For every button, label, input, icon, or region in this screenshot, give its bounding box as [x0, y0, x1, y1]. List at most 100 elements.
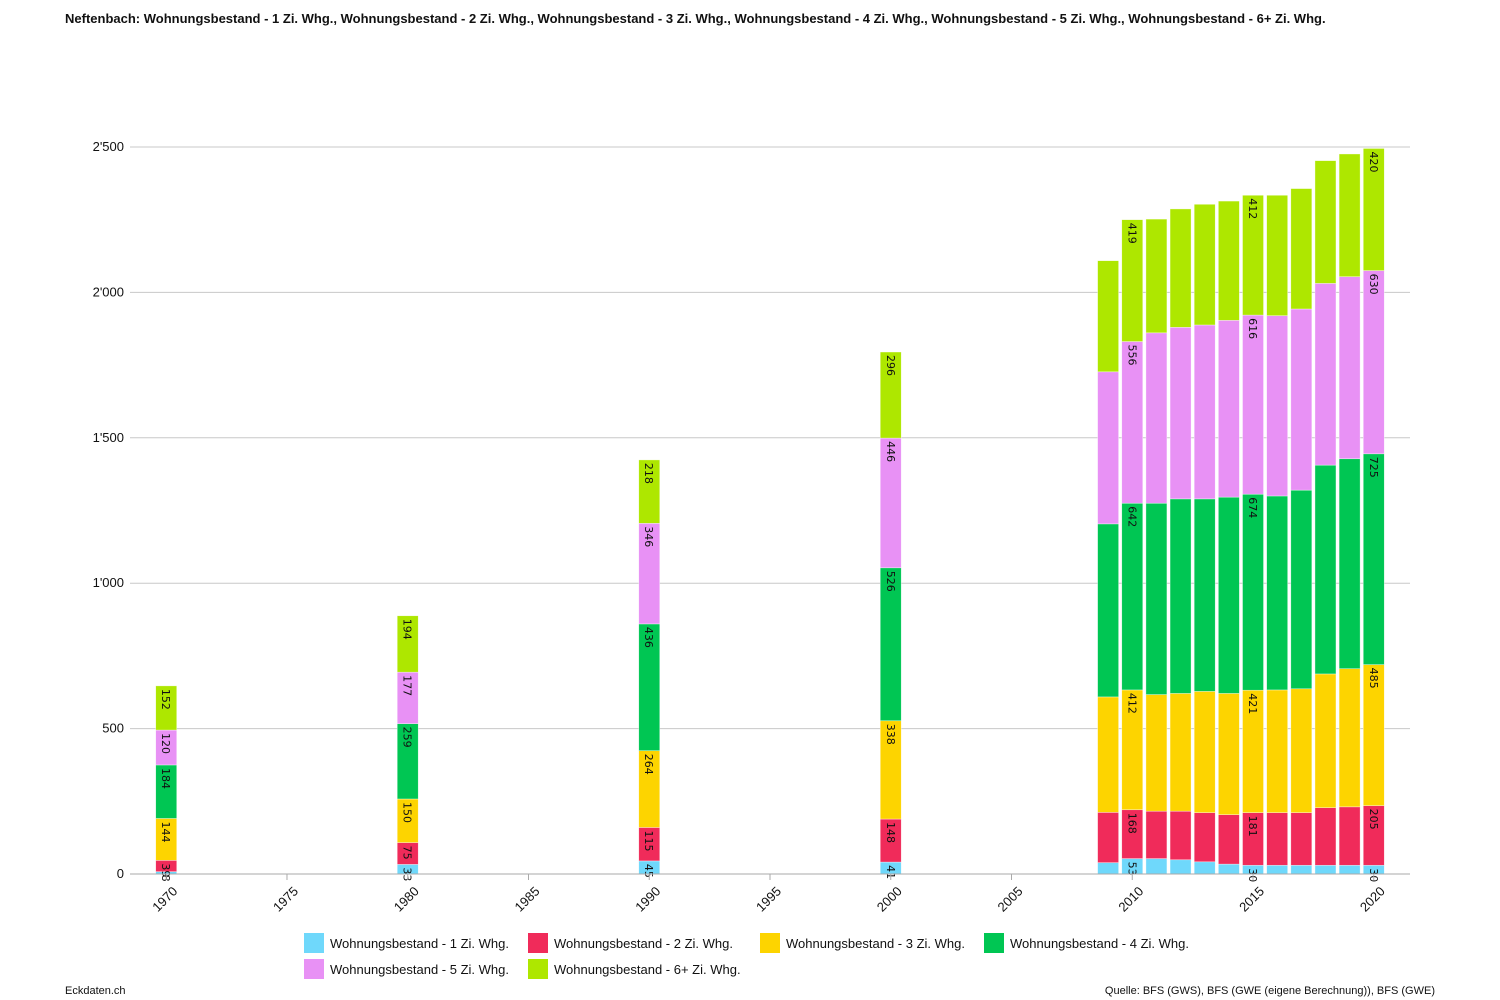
y-tick-label: 2'000 [93, 284, 124, 299]
bar-segment [1242, 194, 1264, 316]
bar-segment [879, 351, 902, 439]
chart-title: Neftenbach: Wohnungsbestand - 1 Zi. Whg.… [65, 11, 1326, 26]
x-tick-label: 1975 [270, 884, 301, 915]
data-label: 181 [1246, 816, 1259, 837]
footer-source: Quelle: BFS (GWS), BFS (GWE (eigene Bere… [1104, 985, 1435, 997]
bar-segment [1314, 160, 1337, 284]
data-label: 338 [884, 724, 897, 745]
legend-swatch [760, 933, 780, 953]
bar-segment [1338, 806, 1361, 866]
data-label: 419 [1125, 223, 1138, 244]
data-label: 264 [642, 754, 655, 775]
bar-segment [1169, 208, 1192, 328]
data-label: 346 [642, 526, 655, 547]
bar-segment [1338, 276, 1361, 460]
data-label: 485 [1367, 668, 1380, 689]
y-tick-label: 1'000 [93, 575, 124, 590]
bar-segment [1362, 270, 1385, 455]
legend-item-4zi[interactable]: Wohnungsbestand - 4 Zi. Whg. [984, 933, 1189, 953]
bar-segment [1314, 673, 1337, 808]
data-label: 168 [1125, 813, 1138, 834]
bar-segment [1193, 861, 1216, 875]
bar-segment [1145, 810, 1168, 859]
data-label: 420 [1367, 151, 1380, 172]
bar-segment [1145, 218, 1168, 334]
bar-segment [1218, 693, 1240, 815]
x-tick-label: 2000 [874, 884, 905, 915]
legend-item-2zi[interactable]: Wohnungsbestand - 2 Zi. Whg. [528, 933, 733, 953]
data-label: 115 [642, 830, 655, 851]
bar-segment [1145, 332, 1168, 504]
data-label: 674 [1246, 497, 1259, 518]
x-tick-label: 1980 [391, 884, 422, 915]
data-label: 53 [1125, 862, 1138, 876]
bar-segment [1145, 858, 1168, 875]
bar-segment [1266, 812, 1288, 866]
bar-segment [155, 685, 178, 731]
legend-swatch [304, 959, 324, 979]
legend-swatch [528, 933, 548, 953]
bar-segment [1338, 153, 1361, 277]
legend-item-1zi[interactable]: Wohnungsbestand - 1 Zi. Whg. [304, 933, 509, 953]
bar-segment [1338, 864, 1361, 875]
bar-segment [1097, 862, 1119, 875]
bar-segment [1169, 693, 1192, 812]
bar-segment [1169, 498, 1192, 694]
bar-segment [1266, 194, 1288, 316]
bar-segment [1097, 371, 1119, 525]
data-label: 421 [1246, 693, 1259, 714]
data-label: 630 [1367, 274, 1380, 295]
bar-segment [1121, 502, 1144, 691]
bar-segment [1314, 807, 1337, 866]
bar-segment [1242, 493, 1264, 691]
legend-item-5zi[interactable]: Wohnungsbestand - 5 Zi. Whg. [304, 959, 509, 979]
x-tick-label: 1970 [149, 884, 180, 915]
legend-swatch [528, 959, 548, 979]
x-tick-label: 2010 [1115, 884, 1146, 915]
legend-label: Wohnungsbestand - 6+ Zi. Whg. [554, 961, 741, 977]
x-tick-label: 2005 [995, 884, 1026, 915]
data-label: 177 [401, 675, 414, 696]
bar-segment [1314, 283, 1337, 466]
bar-segment [1193, 812, 1216, 863]
bar-segment [1266, 864, 1288, 875]
data-label: 412 [1246, 198, 1259, 219]
bar-segment [1290, 489, 1313, 690]
bar-segment [1290, 864, 1313, 875]
bar-segment [1266, 495, 1288, 691]
bar-segment [1145, 502, 1168, 695]
data-label: 152 [159, 689, 172, 710]
data-label: 144 [159, 821, 172, 842]
data-label: 725 [1367, 457, 1380, 478]
legend-swatch [984, 933, 1004, 953]
bar-segment [1362, 453, 1385, 665]
data-label: 148 [884, 822, 897, 843]
x-tick-label: 2015 [1236, 884, 1267, 915]
data-label: 120 [159, 733, 172, 754]
data-label: 642 [1125, 506, 1138, 527]
data-label: 616 [1246, 318, 1259, 339]
legend-item-6zi[interactable]: Wohnungsbestand - 6+ Zi. Whg. [528, 959, 741, 979]
bar-segment [1193, 498, 1216, 692]
x-tick-label: 1990 [632, 884, 663, 915]
bar-segment [1218, 863, 1240, 875]
data-label: 446 [884, 441, 897, 462]
data-label: 75 [401, 846, 414, 860]
bar-segment [1097, 260, 1119, 373]
bar-segment [1266, 689, 1288, 813]
bar-segment [1218, 200, 1240, 321]
bar-segment [1121, 341, 1144, 504]
data-label: 184 [159, 768, 172, 789]
data-label: 436 [642, 627, 655, 648]
legend-item-3zi[interactable]: Wohnungsbestand - 3 Zi. Whg. [760, 933, 965, 953]
y-tick-label: 0 [117, 866, 124, 881]
legend-swatch [304, 933, 324, 953]
y-tick-label: 2'500 [93, 139, 124, 154]
bar-segment [1242, 314, 1264, 495]
x-tick-label: 1995 [753, 884, 784, 915]
data-label: 296 [884, 355, 897, 376]
bar-segment [1169, 810, 1192, 861]
data-label: 556 [1125, 345, 1138, 366]
y-tick-label: 1'500 [93, 430, 124, 445]
